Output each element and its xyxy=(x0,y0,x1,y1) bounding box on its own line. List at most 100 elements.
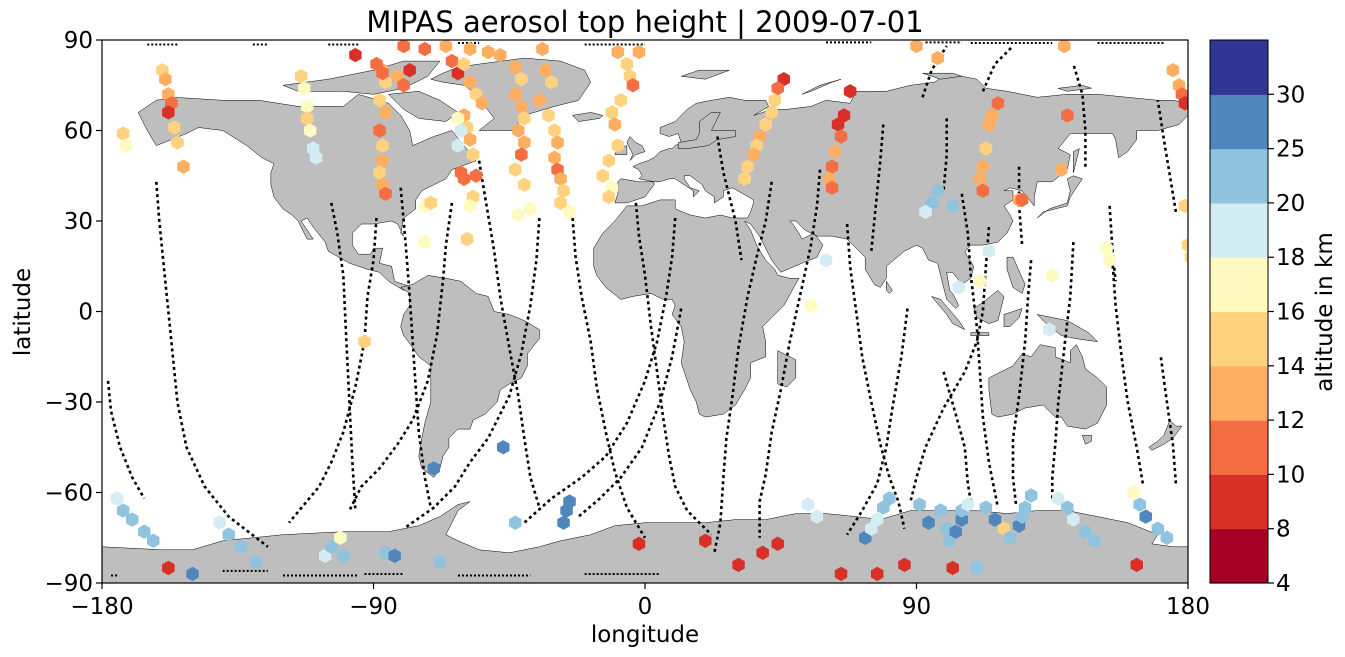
data-point xyxy=(376,138,389,153)
land-polygon xyxy=(1082,434,1092,445)
data-point xyxy=(379,186,392,201)
data-point xyxy=(738,171,751,186)
orbit-track xyxy=(870,124,885,252)
y-tick-label: −90 xyxy=(44,571,93,597)
data-point xyxy=(162,105,175,120)
data-point xyxy=(620,56,634,72)
orbit-track xyxy=(1051,242,1075,499)
data-point xyxy=(955,512,968,527)
data-point xyxy=(494,47,507,63)
data-point xyxy=(1061,500,1074,515)
data-point xyxy=(961,497,974,512)
colorbar-segment xyxy=(1210,420,1268,475)
data-point xyxy=(931,50,944,66)
data-point xyxy=(1178,198,1188,214)
data-point xyxy=(539,63,552,78)
data-point xyxy=(1088,533,1101,548)
data-point xyxy=(424,195,438,211)
orbit-track xyxy=(106,380,146,500)
data-point xyxy=(934,503,947,518)
land-polygon xyxy=(970,332,990,336)
data-point xyxy=(294,69,308,84)
data-point xyxy=(388,548,401,564)
data-point xyxy=(460,231,474,247)
colorbar-tick-label: 12 xyxy=(1276,408,1305,434)
data-point xyxy=(457,56,471,72)
orbit-tracks xyxy=(106,41,1178,577)
data-point xyxy=(632,536,646,551)
data-point xyxy=(518,177,531,192)
data-point xyxy=(297,81,311,96)
land-polygon xyxy=(886,281,893,294)
data-point xyxy=(373,93,386,108)
data-point xyxy=(1127,485,1140,500)
land-polygon xyxy=(931,296,966,330)
y-axis-label: latitude xyxy=(10,268,36,356)
data-point xyxy=(913,497,926,512)
data-point xyxy=(871,566,884,582)
data-point xyxy=(509,87,522,102)
data-point xyxy=(512,123,525,138)
data-point xyxy=(557,183,570,198)
y-tick-label: −30 xyxy=(44,390,93,416)
data-point xyxy=(451,138,465,153)
orbit-track xyxy=(155,181,269,548)
data-point xyxy=(463,132,477,147)
data-point xyxy=(699,533,712,548)
orbit-track xyxy=(758,169,822,538)
data-point xyxy=(1046,268,1059,283)
land-polygon xyxy=(1148,419,1183,451)
data-point xyxy=(1024,488,1038,503)
x-axis-label: longitude xyxy=(591,622,699,648)
data-point xyxy=(563,204,576,220)
orbit-track xyxy=(330,202,357,511)
data-point xyxy=(213,515,226,530)
x-tick-label: 180 xyxy=(1166,594,1210,620)
data-point xyxy=(373,165,386,180)
data-point xyxy=(825,159,839,174)
orbit-track xyxy=(402,217,541,530)
data-point xyxy=(433,554,447,570)
data-point xyxy=(234,539,247,554)
data-point xyxy=(834,129,848,144)
data-point xyxy=(1184,251,1188,263)
data-point xyxy=(949,524,962,539)
data-point xyxy=(1052,491,1065,506)
data-point xyxy=(533,93,546,108)
data-point xyxy=(602,189,615,205)
land-polygon xyxy=(1036,175,1083,219)
colorbar-segment xyxy=(1210,40,1268,95)
data-point xyxy=(828,144,842,159)
data-points xyxy=(110,40,1188,582)
data-point xyxy=(1139,509,1152,524)
data-point xyxy=(970,560,984,576)
data-point xyxy=(756,545,769,560)
data-point xyxy=(819,253,833,268)
orbit-track xyxy=(1072,63,1087,167)
data-point xyxy=(110,491,124,506)
orbit-track xyxy=(634,202,713,536)
data-point xyxy=(825,180,839,195)
data-point xyxy=(973,171,987,186)
orbit-track xyxy=(399,187,433,508)
data-point xyxy=(919,204,932,220)
data-point xyxy=(596,168,609,183)
data-point xyxy=(515,147,528,162)
land-polygon xyxy=(1003,308,1023,327)
data-point xyxy=(946,560,959,576)
land-polygon xyxy=(1073,148,1080,173)
data-point xyxy=(542,108,555,123)
orbit-track xyxy=(845,223,906,529)
colorbar: 4 8 10 12 14 16 18 20 25 30 xyxy=(1209,39,1305,597)
data-point xyxy=(545,75,558,90)
data-point xyxy=(509,60,522,75)
colorbar-tick-label: 4 xyxy=(1276,571,1291,597)
data-point xyxy=(1003,530,1017,545)
colorbar-segment xyxy=(1210,474,1268,530)
data-point xyxy=(418,234,431,250)
data-point xyxy=(376,66,389,81)
data-point xyxy=(1160,530,1174,545)
y-tick-label: 0 xyxy=(78,300,93,326)
data-point xyxy=(337,548,350,564)
